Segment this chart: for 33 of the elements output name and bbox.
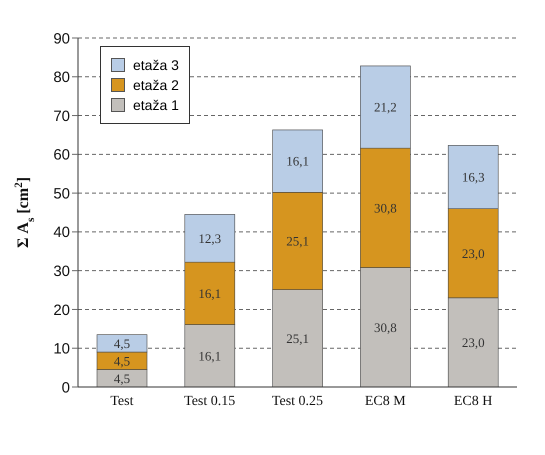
- y-tick-label: 20: [53, 302, 70, 319]
- data-label: 4,5: [114, 336, 130, 351]
- y-tick-label: 80: [53, 69, 70, 86]
- data-label: 23,0: [462, 335, 485, 350]
- y-tick-label: 70: [53, 108, 70, 125]
- x-tick-label: Test: [110, 394, 134, 409]
- legend-label: etaža 1: [133, 97, 179, 113]
- legend-label: etaža 2: [133, 77, 179, 93]
- data-label: 16,3: [462, 170, 485, 185]
- data-label: 16,1: [198, 348, 222, 364]
- x-tick-label: EC8 H: [454, 394, 492, 409]
- y-tick-label: 50: [53, 185, 70, 202]
- data-label: 30,8: [374, 200, 397, 216]
- legend-label: etaža 3: [133, 57, 179, 73]
- data-label: 12,3: [198, 230, 222, 246]
- y-tick-label: 10: [53, 340, 70, 358]
- y-tick-label: 0: [62, 379, 70, 396]
- y-tick-label: 30: [53, 262, 70, 280]
- data-label: 23,0: [462, 246, 485, 261]
- data-label: 4,5: [114, 353, 130, 368]
- x-tick-label: EC8 M: [364, 394, 406, 409]
- y-tick-label: 60: [53, 146, 70, 164]
- data-label: 16,1: [286, 154, 309, 169]
- data-label: 4,5: [114, 370, 130, 386]
- y-tick-label: 90: [53, 30, 70, 48]
- data-label: 30,8: [374, 320, 397, 335]
- data-label: 25,1: [286, 330, 309, 346]
- data-label: 25,1: [286, 234, 309, 249]
- data-label: 21,2: [374, 100, 397, 115]
- x-tick-label: Test 0.15: [184, 394, 236, 409]
- x-tick-label: Test 0.25: [272, 394, 324, 409]
- y-tick-label: 40: [53, 224, 70, 242]
- data-label: 16,1: [198, 286, 222, 301]
